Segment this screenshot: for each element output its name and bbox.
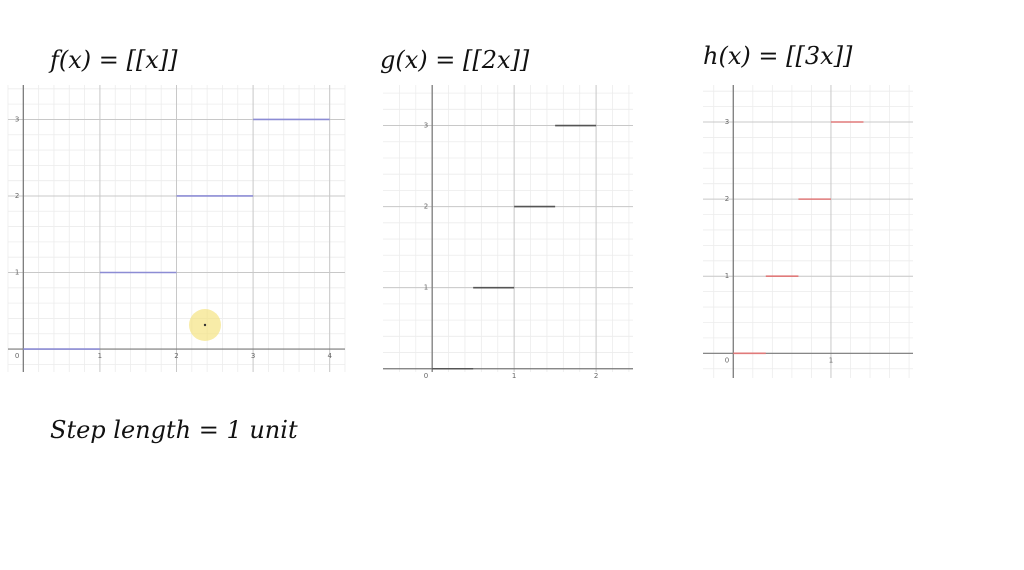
y-tick-label: 3	[424, 122, 428, 130]
x-tick-label: 0	[424, 372, 428, 380]
y-tick-label: 2	[15, 192, 19, 200]
y-tick-label: 1	[725, 272, 729, 280]
x-tick-label: 3	[251, 352, 255, 360]
y-tick-label: 1	[424, 284, 428, 292]
x-tick-label: 4	[327, 352, 332, 360]
x-tick-label: 0	[725, 356, 729, 364]
y-tick-label: 3	[15, 115, 19, 123]
x-tick-label: 2	[594, 372, 598, 380]
y-tick-label: 3	[725, 118, 729, 126]
y-tick-label: 2	[424, 203, 428, 211]
cursor	[203, 323, 207, 327]
chart-title: g(x) = [[2x]]	[380, 46, 530, 74]
y-tick-label: 1	[15, 269, 19, 277]
x-tick-label: 1	[512, 372, 516, 380]
x-tick-label: 1	[98, 352, 102, 360]
x-tick-label: 2	[174, 352, 178, 360]
chart-title: f(x) = [[x]]	[48, 46, 178, 74]
y-tick-label: 2	[725, 195, 729, 203]
x-tick-label: 0	[15, 352, 19, 360]
annotation: Step length = 1 unit	[50, 416, 298, 444]
plots: 0 1 2 3 4 1 2 3 0 1 2 1 2 3 0 1 1 2 3	[7, 85, 913, 380]
chart-title: h(x) = [[3x]]	[703, 42, 853, 70]
x-tick-label: 1	[829, 356, 833, 364]
